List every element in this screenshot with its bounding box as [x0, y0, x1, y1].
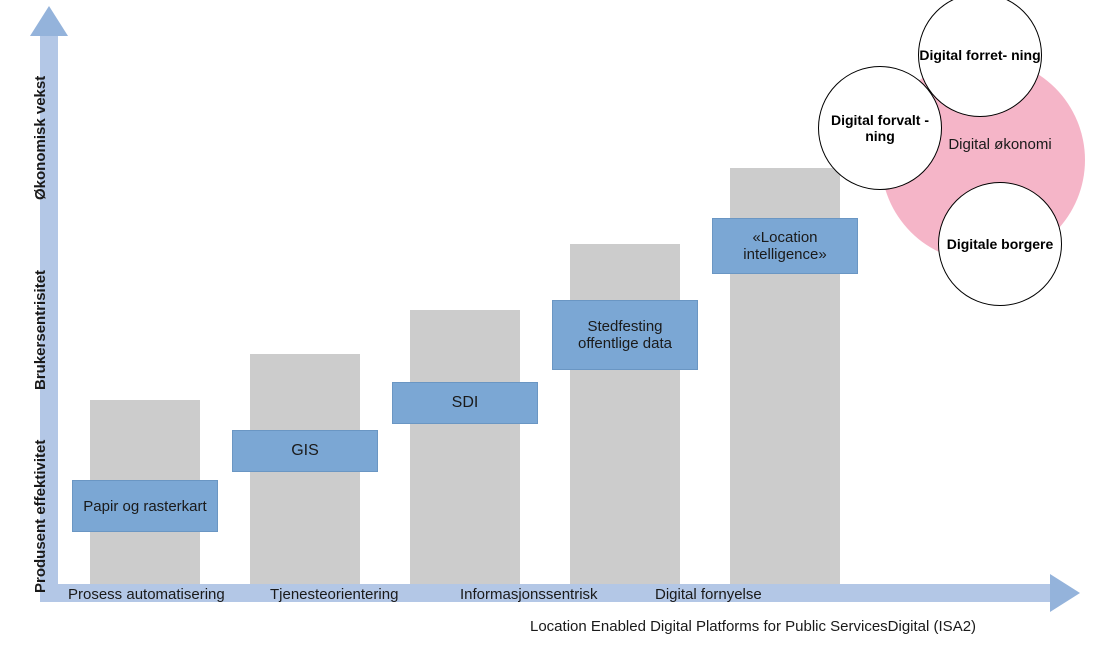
- caption: Location Enabled Digital Platforms for P…: [530, 618, 976, 635]
- box-papir-rasterkart: Papir og rasterkart: [72, 480, 218, 532]
- bar-4: [570, 244, 680, 584]
- y-axis-arrowhead: [30, 6, 68, 36]
- y-axis-label-1: Produsent effektivitet: [32, 440, 49, 593]
- circle-digital-forvaltning: Digital forvalt - ning: [818, 66, 942, 190]
- box-gis: GIS: [232, 430, 378, 472]
- bar-3: [410, 310, 520, 584]
- box-sdi: SDI: [392, 382, 538, 424]
- box-location-intelligence: «Location intelligence»: [712, 218, 858, 274]
- circle-digital-okonomi-label: Digital økonomi: [940, 120, 1060, 170]
- circle-digitale-borgere: Digitale borgere: [938, 182, 1062, 306]
- x-axis-label-3: Informasjonssentrisk: [460, 586, 598, 603]
- x-axis-label-1: Prosess automatisering: [68, 586, 225, 603]
- x-axis-label-2: Tjenesteorientering: [270, 586, 398, 603]
- x-axis-arrowhead: [1050, 574, 1080, 612]
- y-axis-label-3: Økonomisk vekst: [32, 76, 49, 200]
- x-axis-label-4: Digital fornyelse: [655, 586, 762, 603]
- box-stedfesting: Stedfesting offentlige data: [552, 300, 698, 370]
- y-axis-label-2: Brukersentrisitet: [32, 270, 49, 390]
